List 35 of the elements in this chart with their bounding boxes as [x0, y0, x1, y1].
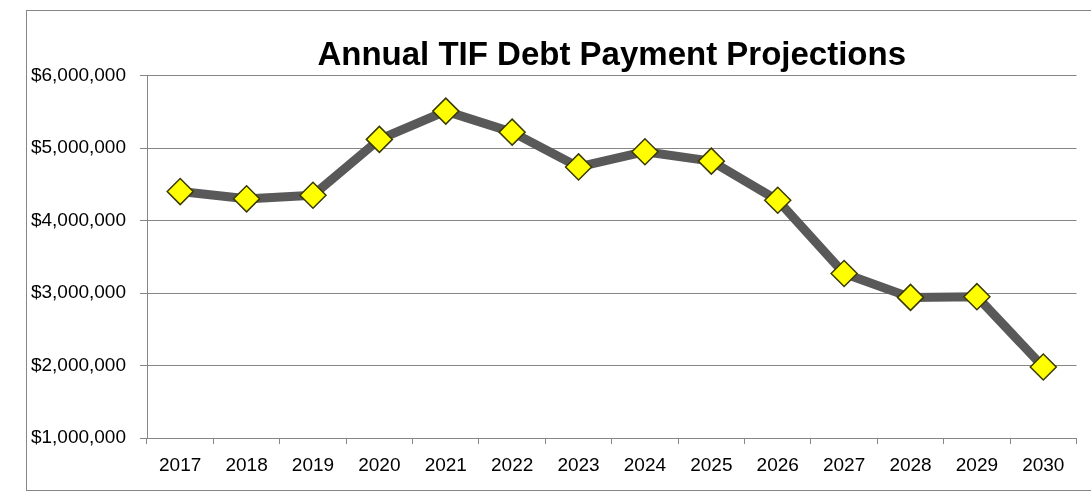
- x-tick-label: 2030: [1022, 453, 1065, 475]
- x-tick-label: 2027: [822, 453, 866, 475]
- x-tick-label: 2017: [159, 453, 202, 475]
- x-tick-label: 2029: [955, 453, 999, 475]
- point: [432, 97, 460, 125]
- y-tick-label: $5,000,000: [30, 136, 126, 158]
- y-tick-label: $3,000,000: [30, 281, 126, 303]
- x-tick-label: 2026: [756, 453, 799, 475]
- point: [365, 125, 394, 154]
- point: [896, 283, 925, 312]
- point: [498, 118, 526, 146]
- x-tick-label: 2022: [491, 453, 534, 475]
- point: [299, 181, 327, 209]
- x-tick-label: 2021: [424, 453, 467, 475]
- x-tick-label: 2024: [623, 453, 667, 475]
- point: [763, 186, 792, 215]
- y-tick-label: $6,000,000: [30, 63, 126, 85]
- point: [232, 185, 261, 213]
- point: [830, 259, 858, 288]
- point: [1029, 353, 1058, 381]
- x-tick-label: 2028: [889, 453, 932, 475]
- point: [631, 137, 659, 166]
- y-tick-label: $2,000,000: [30, 353, 126, 375]
- x-tick-label: 2018: [225, 453, 268, 475]
- point: [697, 147, 726, 175]
- x-tick-label: 2025: [690, 453, 733, 475]
- point: [963, 282, 991, 311]
- point: [564, 153, 593, 181]
- chart-title: Annual TIF Debt Payment Projections: [317, 34, 907, 72]
- y-tick-label: $1,000,000: [30, 426, 126, 448]
- x-tick-label: 2020: [358, 453, 401, 475]
- y-tick-label: $4,000,000: [30, 208, 126, 230]
- point: [166, 177, 194, 206]
- x-tick-label: 2019: [291, 453, 335, 475]
- x-tick-label: 2023: [557, 453, 600, 475]
